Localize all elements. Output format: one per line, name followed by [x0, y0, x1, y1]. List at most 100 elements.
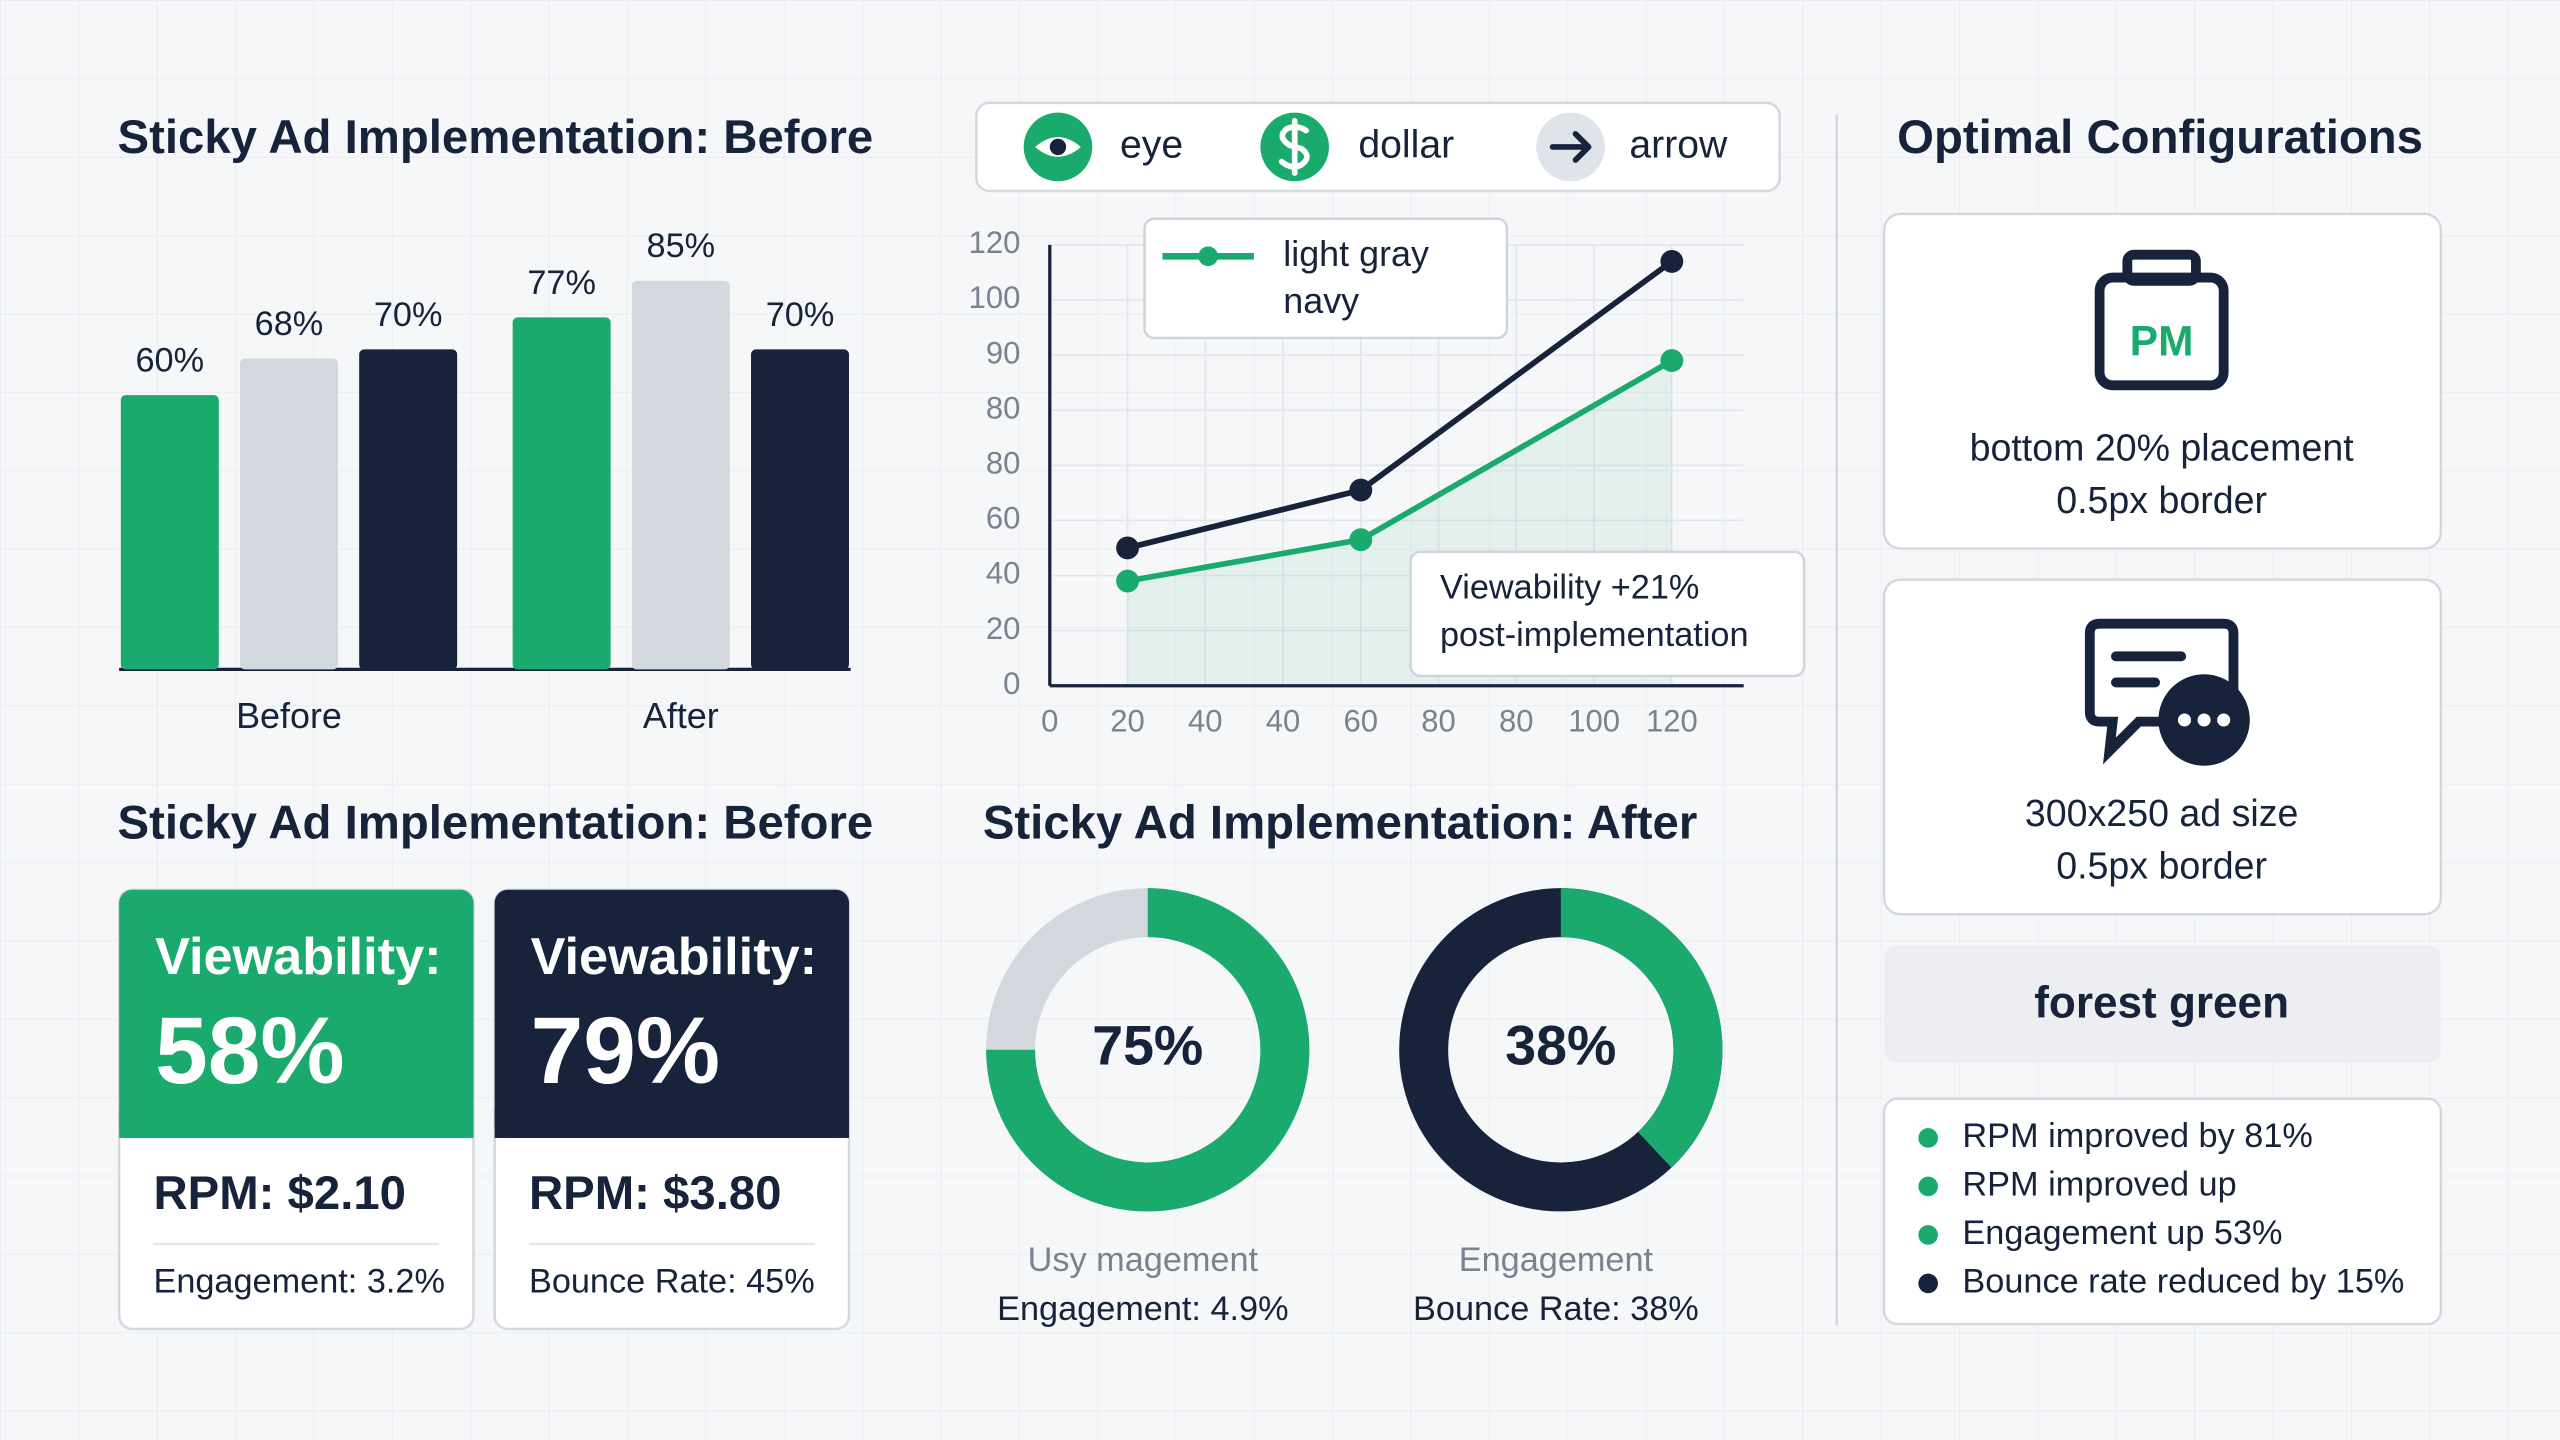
- icon-text: PM: [2130, 318, 2194, 365]
- clipboard-handle: [2122, 249, 2201, 286]
- line-chart: 0 20 40 60 80 80 90 100 120 0 20 40 40 60 80 80 100 120 li…: [969, 217, 1806, 738]
- donut-caption: Bounce Rate: 38%: [1413, 1290, 1699, 1328]
- x-tick-label: 100: [1568, 703, 1620, 738]
- bar: [120, 395, 219, 670]
- chat-dot: [2217, 713, 2231, 727]
- bar: [512, 317, 611, 670]
- bar: [240, 358, 338, 670]
- donut-charts: 75% Usy magement Engagement: 4.9% 38% Engage…: [986, 888, 1723, 1328]
- y-tick-label: 60: [986, 501, 1021, 536]
- value-label: 70%: [766, 296, 835, 334]
- donut-caption: Engagement: [1459, 1241, 1654, 1279]
- metric-cards: Viewability: 58% RPM: $2.10 Engagement: 3.2…: [117, 888, 851, 1331]
- bullet-text: Engagement up 53%: [1962, 1214, 2282, 1252]
- x-tick-label: 80: [1499, 703, 1534, 738]
- value-label: 77%: [527, 264, 596, 302]
- color-button[interactable]: [1884, 945, 2441, 1063]
- metric-detail: Bounce Rate: 45%: [529, 1262, 815, 1300]
- bar-chart: Before 60% 68% 70% After 77% 85% 70%: [119, 227, 851, 736]
- value-label: 68%: [255, 305, 324, 343]
- chat-dot: [2197, 713, 2211, 727]
- metric-rpm: RPM: $3.80: [529, 1167, 782, 1220]
- bullet-card: [1882, 1097, 2443, 1326]
- point: [1660, 250, 1684, 273]
- icon-label: dollar: [1358, 123, 1454, 166]
- point: [1660, 349, 1684, 373]
- metric-header-base: [494, 1110, 849, 1138]
- value-label: 60%: [135, 342, 204, 380]
- donut-arc: [1560, 888, 1723, 1168]
- y-tick-label: 20: [986, 611, 1021, 646]
- bullet: [1918, 1225, 1938, 1245]
- metric-rpm: RPM: $2.10: [153, 1167, 406, 1220]
- config-text: 0.5px border: [2056, 844, 2267, 886]
- bullet: [1918, 1273, 1938, 1294]
- bar: [631, 280, 730, 670]
- metric-detail: Engagement: 3.2%: [153, 1262, 444, 1300]
- chart-title: Sticky Ad Implementation: Before: [118, 111, 874, 164]
- legend-swatch-dot: [1198, 246, 1218, 267]
- point: [1116, 569, 1139, 593]
- x-tick-label: 20: [1110, 703, 1145, 738]
- metric-header-base: [119, 1110, 474, 1138]
- config-text: 300x250 ad size: [2025, 792, 2298, 834]
- x-tick-label: 40: [1266, 703, 1301, 738]
- y-tick-label: 0: [1003, 666, 1020, 701]
- metric-value: 58%: [155, 998, 345, 1104]
- config-text: 0.5px border: [2056, 479, 2267, 521]
- y-tick-label: 100: [969, 280, 1021, 315]
- bar: [359, 349, 458, 670]
- bullet-text: RPM improved by 81%: [1962, 1117, 2312, 1155]
- bullet-list: RPM improved by 81% RPM improved up Engage…: [1918, 1117, 2404, 1300]
- x-tick-label: After: [643, 695, 719, 736]
- chat-icon: [2084, 618, 2239, 765]
- x-tick-label: Before: [236, 695, 342, 736]
- bar: [751, 349, 849, 670]
- x-tick-label: 0: [1041, 703, 1058, 738]
- icon-label: eye: [1120, 123, 1183, 166]
- bullet-text: Bounce rate reduced by 15%: [1962, 1262, 2404, 1300]
- x-tick-label: 120: [1646, 703, 1698, 738]
- metric-header: [119, 889, 474, 1138]
- button-label[interactable]: forest green: [2034, 978, 2289, 1027]
- y-tick-label: 80: [986, 390, 1021, 425]
- metric-heading: Viewability:: [531, 928, 817, 986]
- eye-pupil: [1049, 138, 1067, 156]
- point: [1116, 536, 1139, 560]
- y-tick-label: 120: [969, 225, 1021, 260]
- donut-label: 38%: [1505, 1014, 1616, 1076]
- value-label: 70%: [374, 296, 443, 334]
- metric-heading: Viewability:: [155, 928, 441, 986]
- section-title: Sticky Ad Implementation: Before: [118, 797, 874, 850]
- x-tick-label: 40: [1188, 703, 1223, 738]
- value-label: 85%: [647, 227, 716, 265]
- bullet-text: RPM improved up: [1962, 1166, 2236, 1204]
- point: [1349, 478, 1373, 502]
- y-tick-label: 90: [986, 335, 1021, 370]
- bullet: [1918, 1128, 1938, 1148]
- donut-caption: Usy magement: [1028, 1241, 1259, 1279]
- annotation-box: [1409, 550, 1806, 678]
- donut-arc: [986, 888, 1310, 1212]
- icon-label: arrow: [1629, 123, 1728, 166]
- legend-label: light gray: [1283, 233, 1429, 274]
- annotation: post-implementation: [1440, 616, 1749, 654]
- arrow-glyph: [1549, 131, 1592, 163]
- point: [1349, 528, 1373, 552]
- config-text: bottom 20% placement: [1970, 427, 2355, 469]
- config-card: [1882, 578, 2443, 916]
- legend-label: navy: [1283, 280, 1359, 321]
- metric-header: [494, 889, 849, 1138]
- annotation: Viewability +21%: [1440, 568, 1699, 606]
- y-tick-label: 80: [986, 445, 1021, 480]
- legend: [1143, 217, 1509, 340]
- donut-label: 75%: [1092, 1014, 1203, 1076]
- bullet: [1918, 1176, 1938, 1197]
- x-tick-label: 80: [1421, 703, 1456, 738]
- x-tick-label: 60: [1344, 703, 1378, 738]
- metric-value: 79%: [531, 998, 721, 1104]
- chat-lines: [2111, 651, 2187, 688]
- section-title: Sticky Ad Implementation: After: [983, 797, 1697, 850]
